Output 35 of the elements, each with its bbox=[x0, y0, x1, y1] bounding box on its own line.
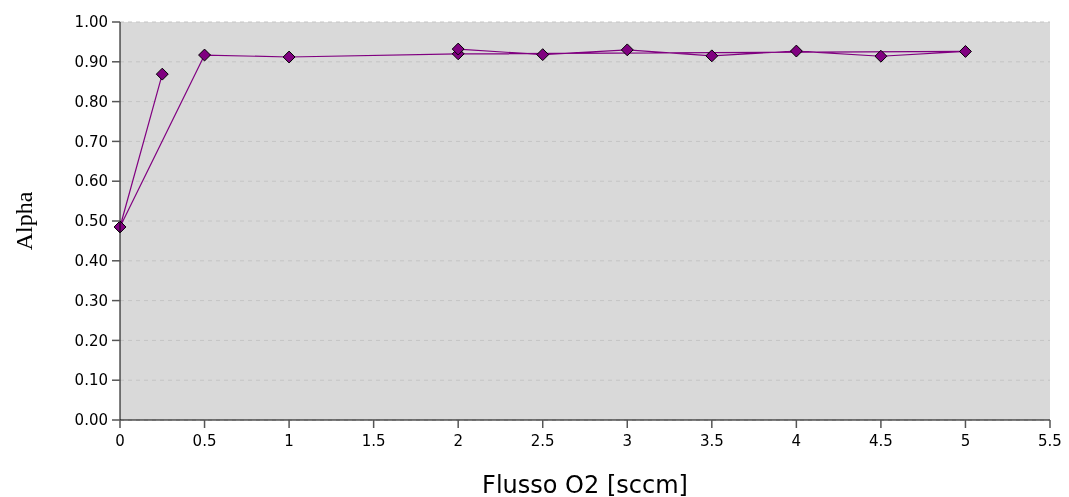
y-tick-label: 0.80 bbox=[74, 92, 108, 111]
y-tick-label: 0.40 bbox=[74, 252, 108, 271]
y-tick-label: 0.90 bbox=[74, 53, 108, 72]
y-tick-label: 0.20 bbox=[74, 331, 108, 350]
y-tick-label: 1.00 bbox=[74, 13, 108, 32]
x-tick-label: 0.5 bbox=[192, 432, 217, 450]
point bbox=[451, 42, 465, 56]
y-tick-label: 0.50 bbox=[74, 212, 108, 231]
y-axis-title: Alpha bbox=[11, 191, 37, 251]
y-tick-label: 0.30 bbox=[74, 291, 108, 310]
point bbox=[959, 45, 972, 58]
x-tick-label: 0 bbox=[115, 432, 125, 450]
x-tick-label: 3.5 bbox=[699, 432, 724, 450]
y-tick-label: 0.00 bbox=[74, 411, 108, 430]
point bbox=[874, 49, 888, 63]
point bbox=[198, 48, 211, 62]
x-tick-label: 1 bbox=[284, 432, 294, 450]
x-tick-label: 2.5 bbox=[530, 432, 555, 450]
x-tick-label: 1.5 bbox=[361, 432, 386, 450]
point bbox=[705, 49, 719, 63]
x-tick-label: 3 bbox=[622, 432, 633, 450]
point bbox=[536, 48, 550, 62]
point bbox=[155, 67, 169, 81]
point bbox=[282, 50, 296, 64]
x-tick-label: 4.5 bbox=[868, 432, 893, 450]
x-tick-label: 4 bbox=[791, 432, 802, 450]
y-tick-label: 0.60 bbox=[74, 172, 108, 191]
x-tick-label: 5.5 bbox=[1038, 432, 1062, 450]
x-tick-label: 2 bbox=[453, 432, 463, 450]
x-axis-title: Flusso O2 [sccm] bbox=[482, 471, 688, 497]
y-tick-label: 0.10 bbox=[74, 371, 108, 390]
point bbox=[789, 44, 803, 58]
y-tick-label: 0.70 bbox=[74, 132, 108, 151]
x-tick-label: 5 bbox=[960, 432, 971, 450]
point bbox=[620, 43, 634, 57]
